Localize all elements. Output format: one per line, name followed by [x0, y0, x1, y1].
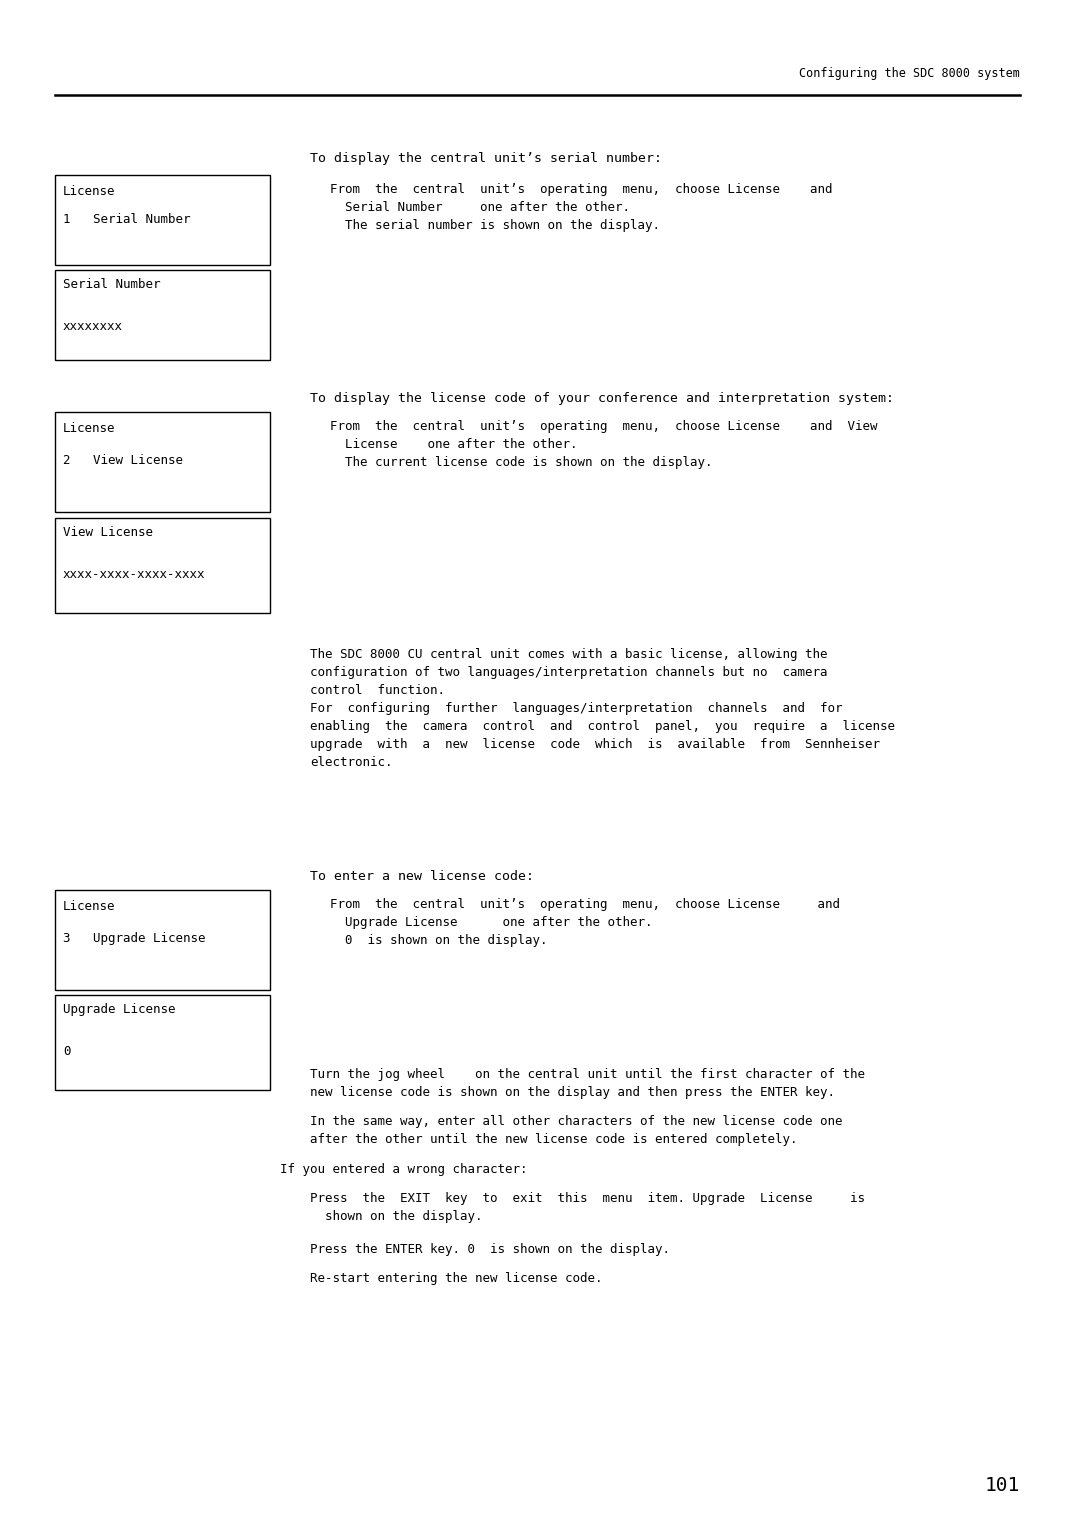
- Text: Serial Number: Serial Number: [63, 278, 161, 290]
- Text: 0: 0: [63, 1045, 70, 1057]
- Text: In the same way, enter all other characters of the new license code one
after th: In the same way, enter all other charact…: [310, 1115, 842, 1146]
- Text: Upgrade License: Upgrade License: [63, 1002, 175, 1016]
- FancyBboxPatch shape: [55, 889, 270, 990]
- Text: From  the  central  unit’s  operating  menu,  choose License     and
  Upgrade L: From the central unit’s operating menu, …: [330, 898, 840, 947]
- Text: Re-start entering the new license code.: Re-start entering the new license code.: [310, 1271, 603, 1285]
- Text: 101: 101: [985, 1476, 1020, 1494]
- FancyBboxPatch shape: [55, 995, 270, 1089]
- Text: License: License: [63, 422, 116, 435]
- Text: To enter a new license code:: To enter a new license code:: [310, 869, 534, 883]
- Text: xxxx-xxxx-xxxx-xxxx: xxxx-xxxx-xxxx-xxxx: [63, 568, 205, 581]
- Text: Press the ENTER key. 0  is shown on the display.: Press the ENTER key. 0 is shown on the d…: [310, 1242, 670, 1256]
- Text: License: License: [63, 185, 116, 199]
- Text: 2   View License: 2 View License: [63, 454, 183, 468]
- Text: Press  the  EXIT  key  to  exit  this  menu  item. Upgrade  License     is
  sho: Press the EXIT key to exit this menu ite…: [310, 1192, 865, 1222]
- Text: From  the  central  unit’s  operating  menu,  choose License    and  View
  Lice: From the central unit’s operating menu, …: [330, 420, 877, 469]
- Text: The SDC 8000 CU central unit comes with a basic license, allowing the
configurat: The SDC 8000 CU central unit comes with …: [310, 648, 895, 769]
- FancyBboxPatch shape: [55, 413, 270, 512]
- Text: To display the central unit’s serial number:: To display the central unit’s serial num…: [310, 151, 662, 165]
- Text: To display the license code of your conference and interpretation system:: To display the license code of your conf…: [310, 393, 894, 405]
- Text: View License: View License: [63, 526, 153, 539]
- FancyBboxPatch shape: [55, 518, 270, 613]
- FancyBboxPatch shape: [55, 176, 270, 264]
- Text: xxxxxxxx: xxxxxxxx: [63, 319, 123, 333]
- Text: 3   Upgrade License: 3 Upgrade License: [63, 932, 205, 944]
- Text: From  the  central  unit’s  operating  menu,  choose License    and
  Serial Num: From the central unit’s operating menu, …: [330, 183, 833, 232]
- Text: Configuring the SDC 8000 system: Configuring the SDC 8000 system: [799, 67, 1020, 79]
- Text: 1   Serial Number: 1 Serial Number: [63, 212, 190, 226]
- Text: Turn the jog wheel    on the central unit until the first character of the
new l: Turn the jog wheel on the central unit u…: [310, 1068, 865, 1099]
- Text: If you entered a wrong character:: If you entered a wrong character:: [280, 1163, 527, 1177]
- FancyBboxPatch shape: [55, 270, 270, 361]
- Text: License: License: [63, 900, 116, 914]
